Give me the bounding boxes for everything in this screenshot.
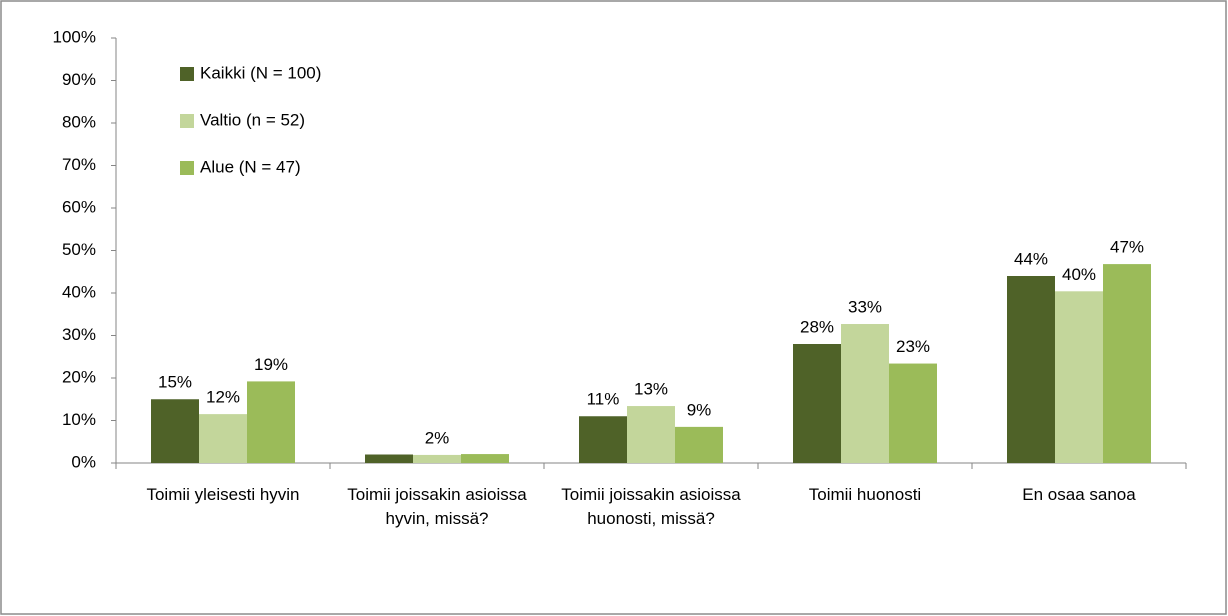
x-tick-label: Toimii joissakin asioissa hyvin, missä? [347, 485, 527, 528]
legend-swatch [180, 161, 194, 175]
data-label: 40% [1062, 265, 1096, 284]
y-tick-label: 40% [62, 282, 96, 301]
y-tick-label: 0% [71, 452, 96, 471]
legend-label: Valtio (n = 52) [200, 110, 305, 129]
x-tick-label: Toimii huonosti [808, 485, 922, 504]
bar [627, 406, 675, 463]
bar [889, 363, 937, 463]
bar [1007, 276, 1055, 463]
y-tick-label: 30% [62, 325, 96, 344]
bar [199, 414, 247, 463]
bar [413, 454, 461, 463]
bar [247, 381, 295, 463]
y-tick-label: 60% [62, 197, 96, 216]
data-label: 47% [1110, 238, 1144, 257]
x-tick-label: Toimii yleisesti hyvin [146, 485, 300, 504]
y-tick-label: 100% [53, 27, 96, 46]
data-label: 15% [158, 373, 192, 392]
data-label: 9% [687, 400, 712, 419]
y-tick-label: 80% [62, 112, 96, 131]
x-tick-label: Toimii joissakin asioissa huonosti, miss… [561, 485, 741, 528]
bar [461, 454, 509, 463]
bar [841, 324, 889, 463]
data-label: 11% [587, 390, 620, 409]
x-tick-label: En osaa sanoa [1022, 485, 1136, 504]
bar [793, 344, 841, 463]
bar [151, 399, 199, 463]
bar [579, 416, 627, 463]
y-tick-label: 70% [62, 155, 96, 174]
data-label: 44% [1014, 249, 1048, 268]
legend-label: Kaikki (N = 100) [200, 63, 321, 82]
data-label: 23% [896, 337, 930, 356]
y-tick-label: 90% [62, 70, 96, 89]
bar [365, 454, 413, 463]
legend-swatch [180, 114, 194, 128]
bar [1055, 291, 1103, 463]
data-label: 33% [848, 298, 882, 317]
data-label: 12% [206, 388, 240, 407]
bar [1103, 264, 1151, 463]
data-label: 19% [254, 355, 288, 374]
y-tick-label: 50% [62, 240, 96, 259]
y-tick-label: 20% [62, 367, 96, 386]
bar [675, 426, 723, 463]
data-label: 28% [800, 317, 834, 336]
data-label: 2% [425, 428, 450, 447]
legend-swatch [180, 67, 194, 81]
legend-label: Alue (N = 47) [200, 157, 301, 176]
data-label: 13% [634, 380, 668, 399]
y-tick-label: 10% [62, 410, 96, 429]
